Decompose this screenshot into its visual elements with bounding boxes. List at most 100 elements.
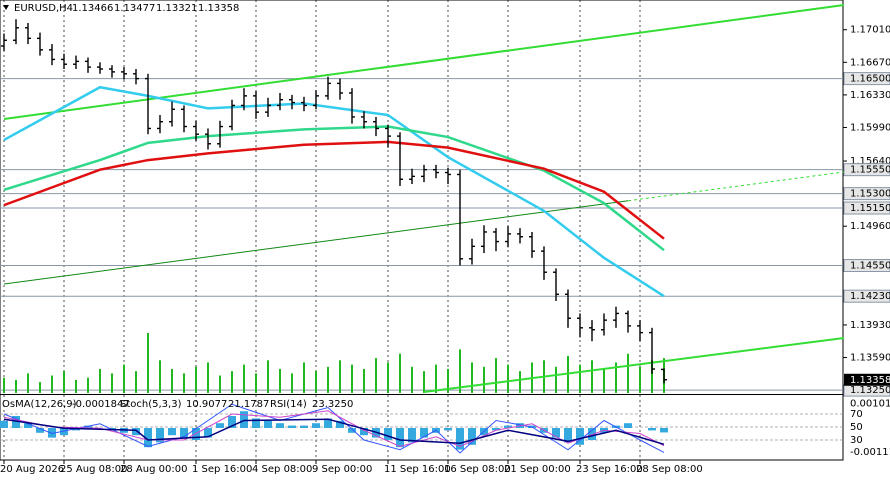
volume-bar — [327, 366, 329, 393]
osma-bar — [156, 428, 164, 443]
osma-bar — [84, 425, 92, 428]
rsi-line — [3, 418, 665, 446]
volume-bar — [207, 362, 209, 393]
volume-bar — [243, 364, 245, 393]
level-label: 1.15150 — [850, 203, 890, 214]
x-tick-label: 23 Sep 16:00 — [576, 464, 643, 475]
y-tick-label: 1.14960 — [850, 221, 890, 232]
y-tick-label: 1.16330 — [850, 90, 890, 101]
osma-bar — [564, 428, 572, 443]
volume-bar — [375, 358, 377, 393]
osma-bar — [252, 418, 260, 428]
volume-bar — [183, 373, 185, 393]
osma-bar — [204, 428, 212, 438]
x-tick-label: 9 Sep 00:00 — [312, 464, 372, 475]
volume-bar — [135, 371, 137, 393]
osma-bar — [324, 418, 332, 428]
low-readout: 1.13321 — [156, 3, 197, 14]
trendline — [423, 336, 845, 394]
osma-bar — [468, 428, 476, 445]
osma-bar — [660, 428, 668, 433]
volume-bar — [411, 366, 413, 393]
volume-bar — [651, 360, 653, 393]
osma-bar — [60, 428, 68, 436]
trendline-dashed — [627, 171, 845, 202]
y-tick-label: 1.13930 — [850, 320, 890, 331]
y-tick-label: 1.15640 — [850, 156, 890, 167]
osma-bar — [408, 428, 416, 443]
osma-bar — [216, 423, 224, 428]
price-tag-label: 1.13358 — [850, 375, 890, 386]
moving-average — [3, 140, 665, 240]
osma-bar — [336, 420, 344, 428]
stoch-signal — [3, 410, 665, 448]
osma-bar — [264, 420, 272, 428]
indicator-header: RSI(14) — [270, 399, 307, 410]
y-tick-label: 1.15990 — [850, 122, 890, 133]
volume-bar — [267, 360, 269, 393]
indicator-header: Stoch(5,3,3) — [120, 399, 182, 410]
level-label: 1.13250 — [850, 385, 890, 396]
indicator-tick-label: 50 — [850, 422, 863, 433]
y-tick-label: 1.17010 — [850, 25, 890, 36]
volume-bar — [111, 373, 113, 393]
x-tick-label: 16 Sep 08:00 — [444, 464, 511, 475]
symbol: EURUSD,H4 — [14, 3, 73, 14]
level-label: 1.15550 — [850, 165, 890, 176]
osma-bar — [288, 425, 296, 428]
volume-bar — [579, 364, 581, 393]
osma-bar — [312, 423, 320, 428]
volume-bar — [231, 371, 233, 393]
x-tick-label: 20 Aug 2026 — [0, 464, 64, 475]
indicator-header: 23.3250 — [312, 399, 353, 410]
osma-bar — [132, 428, 140, 436]
volume-bar — [363, 369, 365, 393]
osma-bar — [228, 416, 236, 428]
level-tag — [843, 72, 890, 86]
osma-bar — [12, 416, 20, 428]
osma-bar — [180, 428, 188, 438]
volume-bar — [471, 362, 473, 393]
volume-bar — [351, 364, 353, 393]
osma-bar — [588, 428, 596, 440]
volume-bar — [51, 375, 53, 393]
volume-bar — [147, 333, 149, 393]
level-label: 1.16500 — [850, 74, 890, 85]
volume-bar — [447, 369, 449, 393]
x-tick-label: 11 Sep 16:00 — [384, 464, 451, 475]
osma-bar — [300, 425, 308, 428]
volume-bar — [123, 364, 125, 393]
volume-bar — [519, 371, 521, 393]
level-label: 1.14230 — [850, 291, 890, 302]
indicator-tick-label: 30 — [850, 435, 863, 446]
volume-bar — [27, 373, 29, 393]
osma-bar — [492, 428, 500, 431]
volume-bar — [75, 379, 77, 393]
trendline — [3, 3, 845, 120]
header-arrow — [3, 5, 9, 10]
osma-bar — [24, 423, 32, 428]
volume-bar — [171, 369, 173, 393]
moving-average — [3, 125, 665, 252]
volume-bar — [627, 353, 629, 393]
x-tick-label: 21 Sep 00:00 — [504, 464, 571, 475]
osma-tick-label: -0.001113 — [850, 447, 890, 458]
x-tick-label: 4 Sep 08:00 — [252, 464, 312, 475]
osma-bar — [576, 428, 584, 445]
level-tag — [843, 259, 890, 273]
volume-bar — [159, 360, 161, 393]
volume-bar — [195, 366, 197, 393]
level-tag — [843, 201, 890, 215]
volume-bar — [555, 366, 557, 393]
osma-bar — [360, 428, 368, 436]
osma-bar — [456, 428, 464, 450]
level-label: 1.15300 — [850, 189, 890, 200]
indicator-header: 10.9077 — [186, 399, 227, 410]
level-label: 1.14550 — [850, 261, 890, 272]
x-tick-label: 1 Sep 16:00 — [192, 464, 252, 475]
trendline — [3, 200, 629, 285]
volume-bar — [291, 373, 293, 393]
osma-bar — [144, 428, 152, 448]
volume-bar — [303, 362, 305, 393]
